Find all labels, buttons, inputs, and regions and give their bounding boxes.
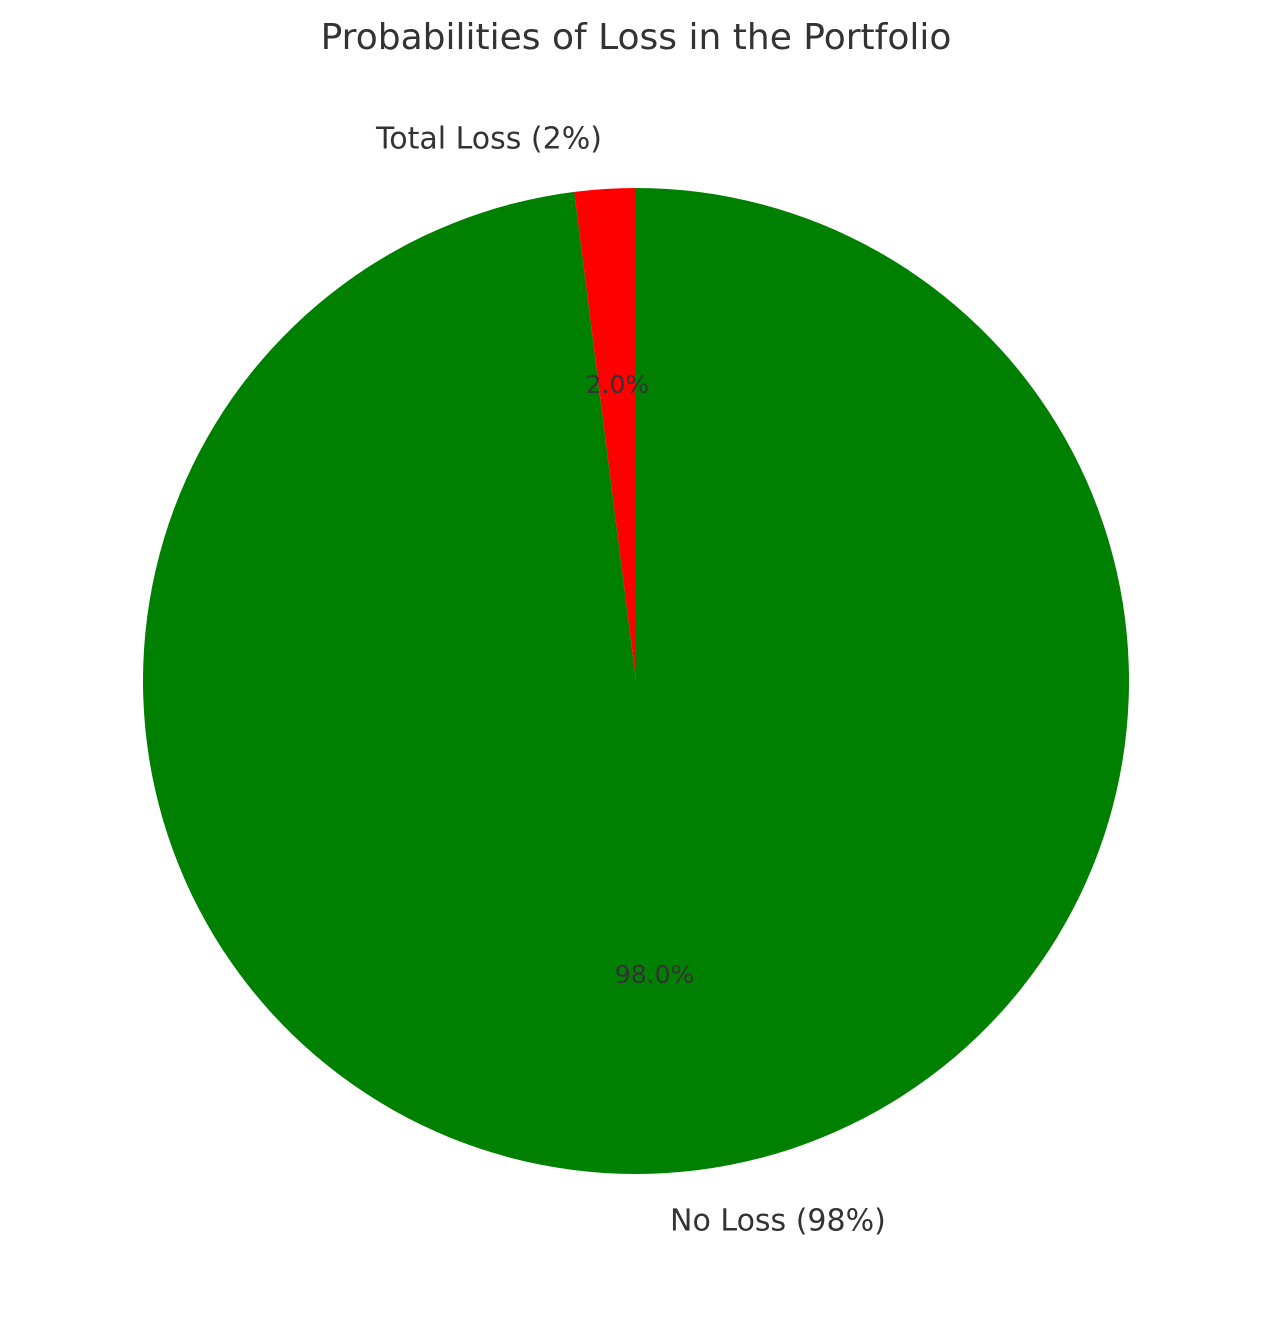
slice-label-0: Total Loss (2%) [375,121,602,156]
chart-title: Probabilities of Loss in the Portfolio [321,17,952,58]
slice-percent-1: 98.0% [615,960,694,989]
pie-labels: Total Loss (2%) 2.0% No Loss (98%) 98.0% [375,121,886,1238]
pie-slice-0 [574,188,636,681]
slice-percent-0: 2.0% [586,370,650,399]
pie-slices [142,188,1129,1174]
pie-slice-1 [142,188,1129,1174]
slice-label-1: No Loss (98%) [670,1204,886,1239]
